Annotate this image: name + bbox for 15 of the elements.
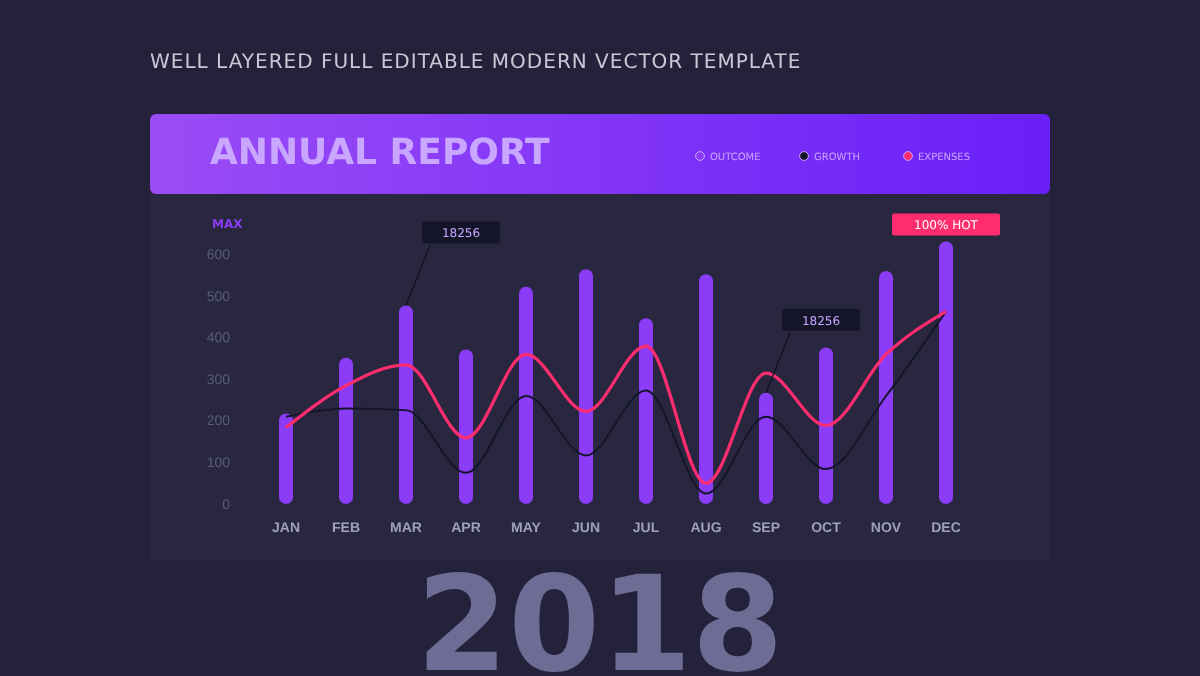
bar [759,392,773,504]
bar [819,347,833,504]
bar [879,270,893,504]
bar [699,274,713,504]
bar [639,318,653,504]
text: 2018 [416,548,784,676]
bar [279,413,293,504]
bar [399,305,413,504]
bar [339,357,353,504]
bar [579,269,593,504]
chart-subtitle: WELL LAYERED FULL EDITABLE MODERN VECTOR TEMPLATE [150,52,802,74]
chart-title: ANNUAL REPORT [210,132,551,174]
bar [519,286,533,504]
bar [459,349,473,504]
bar [939,241,953,504]
